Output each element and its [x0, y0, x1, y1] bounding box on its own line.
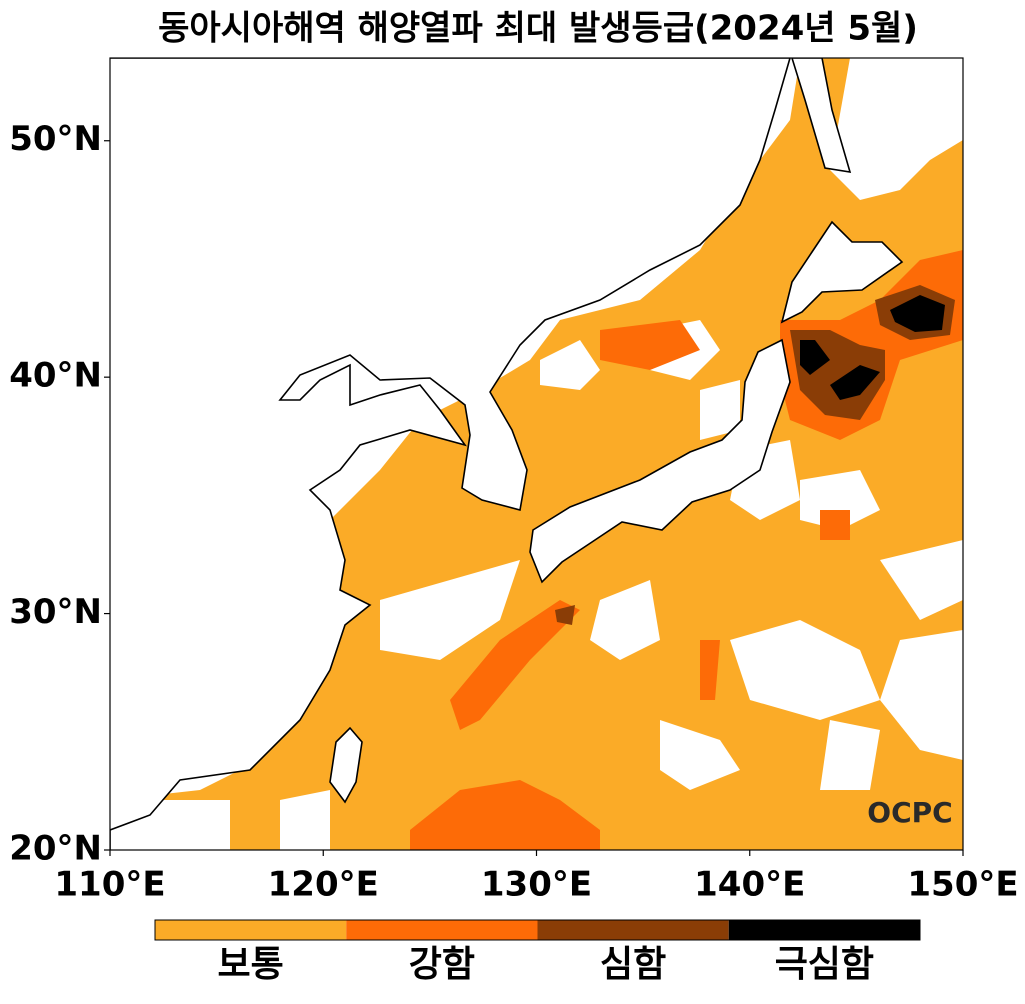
colorbar-label: 강함 — [409, 944, 475, 985]
colorbar: 보통 강함 심함 극심함 — [154, 919, 921, 985]
colorbar-label: 심함 — [600, 944, 666, 985]
watermark: OCPC — [867, 796, 952, 829]
x-tick-label: 140°E — [694, 865, 805, 905]
y-tick-label: 20°N — [9, 829, 102, 869]
colorbar-label: 보통 — [218, 944, 284, 985]
sea-extreme — [800, 295, 945, 400]
x-tick-label: 120°E — [268, 865, 379, 905]
y-tick-label: 40°N — [9, 356, 102, 396]
y-tick-label: 50°N — [9, 119, 102, 159]
map-area: OCPC — [110, 58, 963, 850]
land — [110, 58, 904, 850]
colorbar-segment — [155, 920, 347, 940]
colorbar-label: 극심함 — [775, 944, 874, 985]
y-tick-label: 30°N — [9, 592, 102, 632]
colorbar-segment — [346, 920, 538, 940]
x-tick-label: 110°E — [54, 865, 165, 905]
colorbar-segment — [728, 920, 920, 940]
colorbar-segment — [537, 920, 729, 940]
map-title: 동아시아해역 해양열파 최대 발생등급(2024년 5월) — [158, 9, 918, 49]
colorbar-frame — [154, 919, 921, 941]
x-tick-label: 130°E — [481, 865, 592, 905]
x-tick-label: 150°E — [907, 865, 1018, 905]
